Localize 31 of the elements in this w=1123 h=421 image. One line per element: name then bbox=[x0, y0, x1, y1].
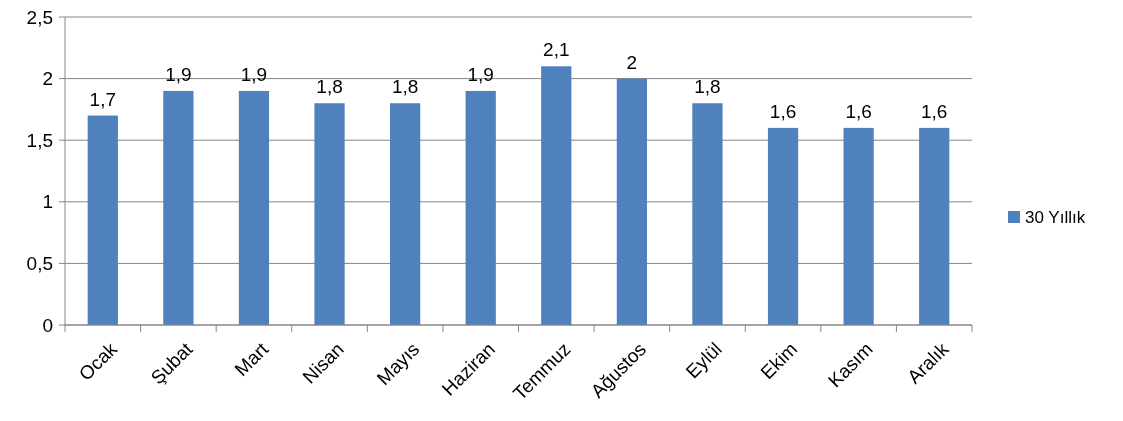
bar bbox=[163, 90, 194, 325]
bar bbox=[314, 103, 345, 325]
bar bbox=[238, 90, 270, 325]
data-label: 2 bbox=[626, 51, 638, 73]
data-label: 1,8 bbox=[391, 76, 419, 98]
bar bbox=[465, 90, 496, 325]
legend-label: 30 Yıllık bbox=[1025, 207, 1086, 227]
data-label: 1,6 bbox=[769, 100, 797, 122]
bar bbox=[390, 103, 421, 325]
data-label: 1,7 bbox=[89, 88, 116, 110]
data-label: 1,6 bbox=[921, 100, 948, 122]
bar bbox=[541, 66, 572, 325]
bar bbox=[692, 103, 723, 325]
data-label: 1,9 bbox=[467, 63, 494, 85]
data-label: 1,8 bbox=[316, 76, 343, 98]
y-tick-label: 2,5 bbox=[26, 6, 53, 28]
y-tick-label: 1 bbox=[42, 191, 53, 213]
y-tick-label: 0,5 bbox=[26, 253, 53, 275]
data-label: 1,6 bbox=[845, 100, 872, 122]
y-tick-label: 1,5 bbox=[26, 129, 53, 151]
y-tick-label: 2 bbox=[42, 68, 53, 90]
data-label: 1,8 bbox=[694, 76, 721, 98]
bar bbox=[616, 78, 647, 325]
data-label: 2,1 bbox=[543, 39, 570, 61]
data-label: 1,9 bbox=[240, 63, 268, 85]
bar bbox=[919, 127, 950, 325]
bar bbox=[767, 127, 799, 325]
bar bbox=[843, 127, 874, 325]
bar bbox=[87, 115, 118, 325]
data-label: 1,9 bbox=[165, 63, 192, 85]
y-tick-label: 0 bbox=[42, 314, 53, 336]
